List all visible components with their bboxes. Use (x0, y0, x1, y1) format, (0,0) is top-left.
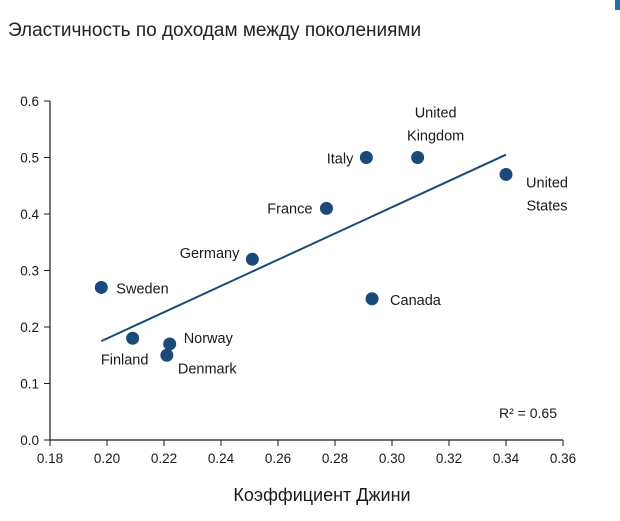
y-tick-label: 0.5 (20, 151, 39, 166)
axes: 0.18 0.20 0.22 0.24 0.26 0.28 0.30 0.32 0.34 0.36… (20, 94, 576, 466)
point-label: United Kingdom (407, 106, 464, 145)
x-tick-label: 0.22 (151, 451, 177, 466)
trendline-group (100, 153, 507, 343)
point-label: United States (526, 175, 568, 214)
data-point (365, 292, 379, 306)
data-point (163, 337, 177, 351)
point-label-line: Italy (327, 152, 354, 168)
point-label: Norway (184, 331, 234, 347)
data-point (160, 348, 174, 362)
point-label-line: France (267, 201, 312, 217)
point-label: Germany (180, 246, 240, 262)
y-tick-label: 0.4 (20, 207, 39, 222)
data-point (499, 167, 513, 181)
x-tick-label: 0.20 (94, 451, 120, 466)
x-tick-label: 0.32 (436, 451, 462, 466)
point-label-line: States (526, 198, 567, 214)
point-label-line: United (415, 106, 457, 122)
point-label: Italy (327, 152, 354, 168)
x-tick-label: 0.28 (322, 451, 348, 466)
data-point (359, 151, 373, 164)
point-label: Canada (390, 293, 442, 309)
point-label-line: United (526, 175, 568, 191)
point-label: France (267, 201, 312, 217)
point-label: Finland (101, 352, 149, 368)
x-tick-label: 0.24 (208, 451, 235, 466)
x-tick-label: 0.34 (493, 451, 520, 466)
x-axis-title: Коэффициент Джини (233, 485, 410, 505)
trendline (100, 153, 507, 343)
y-tick-label: 0.3 (20, 264, 39, 279)
data-point (411, 151, 425, 164)
points-group (94, 151, 513, 362)
y-tick-label: 0.2 (20, 320, 39, 335)
point-label-line: Norway (184, 331, 234, 347)
point-label-line: Germany (180, 246, 240, 262)
point-label-line: Finland (101, 352, 149, 368)
r-squared-label: R² = 0.65 (499, 405, 557, 421)
y-tick-label: 0.6 (20, 94, 39, 109)
corner-accent-mark (615, 0, 620, 10)
point-label: Sweden (116, 281, 168, 297)
x-tick-label: 0.18 (37, 451, 63, 466)
data-point (319, 201, 333, 215)
point-label-line: Canada (390, 293, 442, 309)
x-tick-label: 0.26 (265, 451, 291, 466)
y-tick-label: 0.0 (20, 433, 39, 448)
chart-title: Эластичность по доходам между поколениям… (8, 20, 422, 41)
point-labels-group: Sweden Finland Norway Denmark Germany France I… (101, 106, 568, 378)
x-tick-label: 0.36 (550, 451, 576, 466)
data-point (126, 331, 140, 345)
data-point (245, 252, 259, 266)
y-tick-label: 0.1 (20, 377, 39, 392)
point-label-line: Denmark (178, 361, 238, 377)
point-label-line: Sweden (116, 281, 168, 297)
point-label-line: Kingdom (407, 129, 464, 145)
data-point (94, 280, 108, 294)
point-label: Denmark (178, 361, 238, 377)
x-tick-label: 0.30 (379, 451, 405, 466)
